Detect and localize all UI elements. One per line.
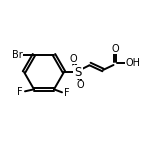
Text: S: S xyxy=(74,66,82,78)
Text: O: O xyxy=(69,54,77,64)
Text: O: O xyxy=(76,81,84,90)
Text: O: O xyxy=(111,43,119,54)
Text: F: F xyxy=(17,87,23,97)
Text: OH: OH xyxy=(126,58,140,68)
Text: Br: Br xyxy=(12,50,22,60)
Text: F: F xyxy=(64,88,70,98)
